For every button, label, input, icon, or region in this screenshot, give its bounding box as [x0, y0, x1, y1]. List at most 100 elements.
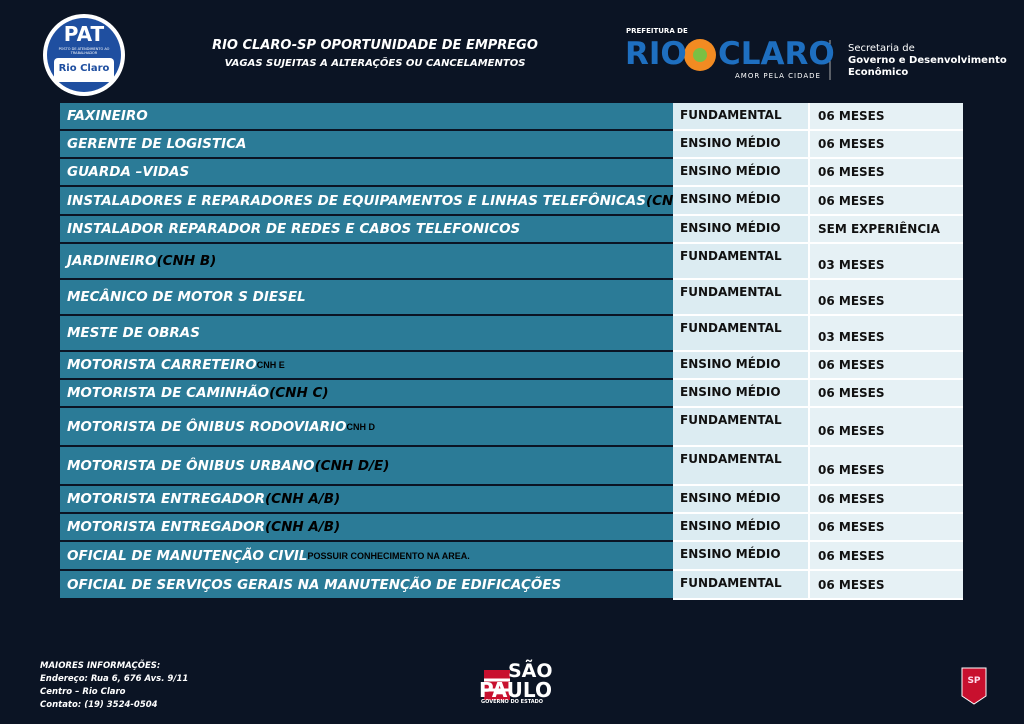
experience: 06 MESES: [808, 486, 963, 514]
job-cell: FAXINEIRO: [60, 103, 673, 131]
job-title: MOTORISTA ENTREGADOR: [67, 491, 265, 507]
experience: 06 MESES: [808, 187, 963, 216]
pat-name: PAT: [63, 22, 105, 46]
job-title: MECÂNICO DE MOTOR S DIESEL: [67, 289, 306, 305]
education: FUNDAMENTAL: [673, 244, 808, 280]
job-cell: MOTORISTA DE CAMINHÃO (CNH C): [60, 380, 673, 408]
job-cell: GUARDA –VIDAS: [60, 159, 673, 187]
experience: 06 MESES: [808, 380, 963, 408]
info-line: Centro – Rio Claro: [40, 687, 126, 697]
education: ENSINO MÉDIO: [673, 187, 808, 216]
experience: 06 MESES: [808, 159, 963, 187]
education: ENSINO MÉDIO: [673, 159, 808, 187]
education: ENSINO MÉDIO: [673, 380, 808, 408]
job-note: POSSUIR CONHECIMENTO NA AREA.: [307, 550, 470, 561]
job-cell: OFICIAL DE MANUTENÇÃO CIVIL POSSUIR CONH…: [60, 542, 673, 571]
education: FUNDAMENTAL: [673, 447, 808, 486]
city-claro: CLARO: [718, 36, 835, 72]
crest-text: SP: [967, 676, 981, 686]
subtitle: VAGAS SUJEITAS A ALTERAÇÕES OU CANCELAME…: [224, 58, 526, 69]
education: ENSINO MÉDIO: [673, 216, 808, 244]
job-cell: MOTORISTA CARRETEIRO CNH E: [60, 352, 673, 380]
experience: 06 MESES: [808, 131, 963, 159]
education: ENSINO MÉDIO: [673, 131, 808, 159]
job-cell: MOTORISTA ENTREGADOR (CNH A/B): [60, 514, 673, 542]
experience: 03 MESES: [808, 244, 963, 280]
job-title: INSTALADOR REPARADOR DE REDES E CABOS TE…: [67, 221, 521, 237]
education: ENSINO MÉDIO: [673, 542, 808, 571]
education: FUNDAMENTAL: [673, 571, 808, 600]
job-cell: OFICIAL DE SERVIÇOS GERAIS NA MANUTENÇÃO…: [60, 571, 673, 600]
pat-tagline: POSTO DE ATENDIMENTO AO TRABALHADOR: [58, 47, 110, 55]
city-slogan: AMOR PELA CIDADE: [735, 72, 821, 80]
sp-logo-stripes: [484, 678, 510, 692]
experience: 06 MESES: [808, 514, 963, 542]
city-prefix: PREFEITURA DE: [626, 27, 688, 35]
city-rio: RIO: [625, 36, 687, 72]
job-title: FAXINEIRO: [67, 108, 148, 124]
job-note: CNH D: [346, 421, 376, 432]
job-title: GUARDA –VIDAS: [67, 164, 190, 180]
title: RIO CLARO-SP OPORTUNIDADE DE EMPREGO: [212, 38, 538, 53]
dept-line: Econômico: [848, 67, 909, 78]
experience: SEM EXPERIÊNCIA: [808, 216, 963, 244]
dept-line: Governo e Desenvolvimento: [848, 55, 1007, 66]
job-title: INSTALADORES E REPARADORES DE EQUIPAMENT…: [67, 192, 646, 209]
job-cell: JARDINEIRO (CNH B): [60, 244, 673, 280]
sp-logo-line: PAULO: [479, 678, 552, 702]
job-note: (CNH B): [156, 253, 217, 269]
experience: 06 MESES: [808, 447, 963, 486]
experience: 06 MESES: [808, 571, 963, 600]
experience: 06 MESES: [808, 280, 963, 316]
education: ENSINO MÉDIO: [673, 352, 808, 380]
education: FUNDAMENTAL: [673, 280, 808, 316]
job-note: (CNH B): [645, 192, 673, 209]
job-cell: MOTORISTA DE ÔNIBUS URBANO (CNH D/E): [60, 447, 673, 486]
info-line: Contato: (19) 3524-0504: [40, 700, 158, 710]
job-title: OFICIAL DE SERVIÇOS GERAIS NA MANUTENÇÃO…: [67, 576, 562, 593]
pat-logo-band: [54, 58, 114, 82]
job-cell: INSTALADOR REPARADOR DE REDES E CABOS TE…: [60, 216, 673, 244]
job-title: JARDINEIRO: [67, 253, 157, 269]
experience: 06 MESES: [808, 408, 963, 447]
job-cell: MESTE DE OBRAS: [60, 316, 673, 352]
job-cell: INSTALADORES E REPARADORES DE EQUIPAMENT…: [60, 187, 673, 216]
experience: 06 MESES: [808, 352, 963, 380]
job-title: OFICIAL DE MANUTENÇÃO CIVIL: [67, 547, 308, 564]
crest-shield: [961, 667, 987, 705]
education: ENSINO MÉDIO: [673, 486, 808, 514]
city-logo-pin-dot: [693, 48, 707, 62]
info-line: MAIORES INFORMAÇÕES:: [40, 661, 161, 671]
job-note: (CNH A/B): [265, 519, 341, 535]
job-title: MOTORISTA ENTREGADOR: [67, 519, 265, 535]
pat-city: Rio Claro: [58, 63, 110, 74]
sp-logo-flag: [484, 670, 510, 700]
experience: 03 MESES: [808, 316, 963, 352]
education: FUNDAMENTAL: [673, 103, 808, 131]
job-cell: MOTORISTA DE ÔNIBUS RODOVIARIO CNH D: [60, 408, 673, 447]
sp-logo-line: GOVERNO DO ESTADO: [481, 699, 543, 705]
job-title: MOTORISTA CARRETEIRO: [67, 357, 257, 373]
job-title: MESTE DE OBRAS: [67, 325, 200, 341]
job-title: MOTORISTA DE ÔNIBUS URBANO: [67, 457, 315, 474]
experience: 06 MESES: [808, 542, 963, 571]
education: FUNDAMENTAL: [673, 408, 808, 447]
job-note: (CNH C): [269, 385, 329, 401]
education: ENSINO MÉDIO: [673, 514, 808, 542]
education: FUNDAMENTAL: [673, 316, 808, 352]
sp-logo-line: SÃO: [508, 660, 553, 682]
job-title: MOTORISTA DE CAMINHÃO: [67, 385, 270, 401]
job-note: (CNH A/B): [265, 491, 341, 507]
footer-info: MAIORES INFORMAÇÕES: Endereço: Rua 6, 676…: [40, 660, 188, 712]
job-title: MOTORISTA DE ÔNIBUS RODOVIARIO: [67, 418, 347, 435]
info-line: Endereço: Rua 6, 676 Avs. 9/11: [40, 674, 189, 684]
dept-line: Secretaria de: [848, 43, 915, 54]
job-note: (CNH D/E): [314, 457, 390, 474]
job-note: CNH E: [256, 360, 285, 370]
job-cell: MOTORISTA ENTREGADOR (CNH A/B): [60, 486, 673, 514]
experience: 06 MESES: [808, 103, 963, 131]
job-title: GERENTE DE LOGISTICA: [67, 136, 247, 152]
job-cell: GERENTE DE LOGISTICA: [60, 131, 673, 159]
